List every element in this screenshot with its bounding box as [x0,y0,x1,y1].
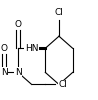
Text: O: O [15,20,22,29]
Text: N: N [1,68,8,77]
Text: Cl: Cl [58,80,67,89]
Text: O: O [1,44,8,53]
Text: Cl: Cl [55,8,63,17]
Text: HN: HN [25,44,38,53]
Text: N: N [15,68,21,77]
